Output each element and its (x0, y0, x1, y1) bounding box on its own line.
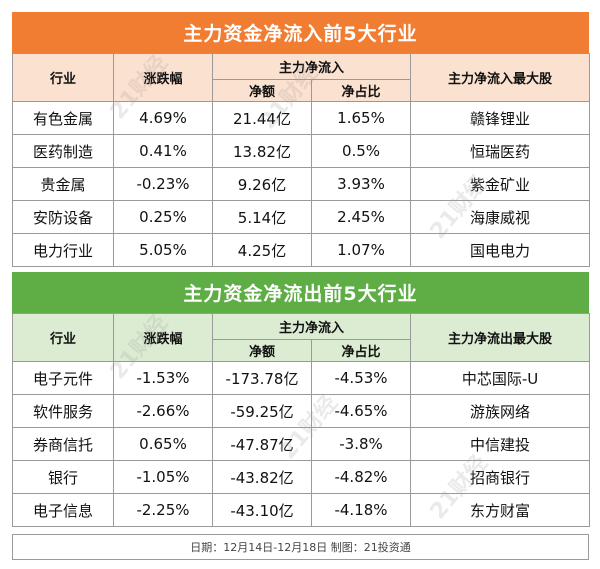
change-cell: 4.69% (113, 101, 213, 135)
change-cell: 5.05% (113, 233, 213, 267)
industry-cell: 电子元件 (12, 361, 114, 395)
header-industry: 行业 (12, 53, 114, 102)
ratio-cell: -4.82% (310, 460, 412, 494)
top-stock-cell: 国电电力 (410, 233, 591, 267)
header-change: 涨跌幅 (113, 53, 213, 102)
top-stock-cell: 中信建投 (410, 427, 591, 461)
header-top-stock: 主力净流出最大股 (410, 313, 591, 362)
ratio-cell: 1.07% (310, 233, 412, 267)
change-cell: -2.66% (113, 394, 213, 428)
table-row: 软件服务 -2.66% -59.25亿 -4.65% 游族网络 (12, 394, 591, 428)
header-ratio: 净占比 (310, 339, 412, 362)
change-cell: -1.05% (113, 460, 213, 494)
table-row: 有色金属 4.69% 21.44亿 1.65% 赣锋锂业 (12, 101, 591, 135)
industry-cell: 电力行业 (12, 233, 114, 267)
header-top-stock: 主力净流入最大股 (410, 53, 591, 102)
top-stock-cell: 海康威视 (410, 200, 591, 234)
table-row: 贵金属 -0.23% 9.26亿 3.93% 紫金矿业 (12, 167, 591, 201)
amount-cell: 4.25亿 (212, 233, 312, 267)
industry-cell: 有色金属 (12, 101, 114, 135)
amount-cell: -43.10亿 (212, 493, 312, 527)
ratio-cell: 1.65% (310, 101, 412, 135)
change-cell: -1.53% (113, 361, 213, 395)
header-ratio: 净占比 (310, 79, 412, 102)
change-cell: 0.65% (113, 427, 213, 461)
header-industry: 行业 (12, 313, 114, 362)
amount-cell: 21.44亿 (212, 101, 312, 135)
industry-cell: 医药制造 (12, 134, 114, 168)
change-cell: 0.25% (113, 200, 213, 234)
table-row: 电子元件 -1.53% -173.78亿 -4.53% 中芯国际-U (12, 361, 591, 395)
header-net-inflow-group: 主力净流入 (211, 53, 412, 80)
ratio-cell: -3.8% (310, 427, 412, 461)
inflow-title: 主力资金净流入前5大行业 (12, 12, 589, 53)
ratio-cell: -4.18% (310, 493, 412, 527)
table-row: 电子信息 -2.25% -43.10亿 -4.18% 东方财富 (12, 493, 591, 527)
table-row: 券商信托 0.65% -47.87亿 -3.8% 中信建投 (12, 427, 591, 461)
top-stock-cell: 紫金矿业 (410, 167, 591, 201)
table-row: 银行 -1.05% -43.82亿 -4.82% 招商银行 (12, 460, 591, 494)
ratio-cell: 2.45% (310, 200, 412, 234)
amount-cell: 13.82亿 (212, 134, 312, 168)
industry-cell: 安防设备 (12, 200, 114, 234)
amount-cell: 9.26亿 (212, 167, 312, 201)
industry-cell: 电子信息 (12, 493, 114, 527)
top-stock-cell: 招商银行 (410, 460, 591, 494)
change-cell: -2.25% (113, 493, 213, 527)
top-stock-cell: 游族网络 (410, 394, 591, 428)
industry-cell: 软件服务 (12, 394, 114, 428)
inflow-table: 行业 涨跌幅 主力净流入 主力净流入最大股 净额 净占比 有色金属 4.69% 21… (12, 53, 591, 267)
header-change: 涨跌幅 (113, 313, 213, 362)
table-row: 电力行业 5.05% 4.25亿 1.07% 国电电力 (12, 233, 591, 267)
industry-cell: 券商信托 (12, 427, 114, 461)
industry-cell: 银行 (12, 460, 114, 494)
header-net-inflow-group: 主力净流入 (211, 313, 412, 340)
ratio-cell: -4.65% (310, 394, 412, 428)
ratio-cell: 3.93% (310, 167, 412, 201)
industry-cell: 贵金属 (12, 167, 114, 201)
change-cell: 0.41% (113, 134, 213, 168)
outflow-panel: 主力资金净流出前5大行业 行业 涨跌幅 主力净流入 主力净流出最大股 净额 净占… (12, 272, 591, 527)
top-stock-cell: 恒瑞医药 (410, 134, 591, 168)
top-stock-cell: 赣锋锂业 (410, 101, 591, 135)
amount-cell: -173.78亿 (212, 361, 312, 395)
header-amount: 净额 (212, 79, 312, 102)
inflow-panel: 主力资金净流入前5大行业 行业 涨跌幅 主力净流入 主力净流入最大股 净额 净占… (12, 12, 591, 267)
header-amount: 净额 (212, 339, 312, 362)
ratio-cell: -4.53% (310, 361, 412, 395)
outflow-table: 行业 涨跌幅 主力净流入 主力净流出最大股 净额 净占比 电子元件 -1.53% -… (12, 313, 591, 527)
amount-cell: -59.25亿 (212, 394, 312, 428)
amount-cell: -43.82亿 (212, 460, 312, 494)
table-row: 医药制造 0.41% 13.82亿 0.5% 恒瑞医药 (12, 134, 591, 168)
ratio-cell: 0.5% (310, 134, 412, 168)
top-stock-cell: 中芯国际-U (410, 361, 591, 395)
top-stock-cell: 东方财富 (410, 493, 591, 527)
outflow-title: 主力资金净流出前5大行业 (12, 272, 589, 313)
change-cell: -0.23% (113, 167, 213, 201)
table-row: 安防设备 0.25% 5.14亿 2.45% 海康威视 (12, 200, 591, 234)
footer-note: 日期：12月14日-12月18日 制图：21投资通 (12, 534, 589, 560)
amount-cell: 5.14亿 (212, 200, 312, 234)
amount-cell: -47.87亿 (212, 427, 312, 461)
